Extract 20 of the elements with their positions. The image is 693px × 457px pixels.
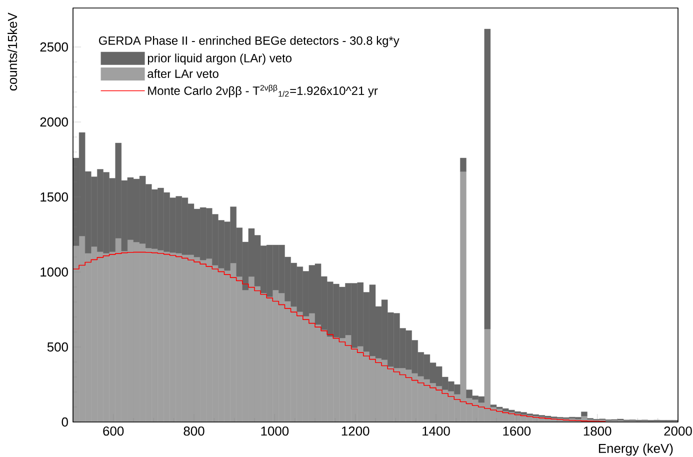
x-tick-label: 600 (103, 426, 124, 436)
x-tick-label: 800 (184, 426, 204, 436)
y-tick-label: 1000 (40, 267, 68, 277)
y-tick-label: 1500 (40, 192, 68, 202)
legend-title: GERDA Phase II - enrinched BEGe detectors - 30.8 kg*y (98, 36, 400, 48)
x-tick-label: 1200 (342, 426, 370, 436)
x-axis-title: Energy (keV) (598, 444, 673, 456)
y-tick-label: 2000 (40, 117, 68, 127)
x-tick-label: 1000 (261, 426, 289, 436)
y-axis-title: counts/15keV (8, 12, 18, 90)
x-tick-label: 1800 (584, 426, 612, 436)
y-tick-label: 0 (62, 417, 68, 427)
y-tick-label: 2500 (40, 42, 68, 52)
legend-label: prior liquid argon (LAr) veto (148, 54, 292, 65)
legend-label: after LAr veto (148, 69, 218, 78)
x-tick-label: 2000 (664, 426, 692, 436)
x-tick-label: 1600 (503, 426, 531, 436)
legend-label: Monte Carlo 2νββ - T$^{2νββ}$$_{1/2}$=1.926x10^21 yr (148, 84, 378, 98)
y-tick-label: 500 (47, 342, 68, 352)
x-tick-label: 1400 (422, 426, 450, 436)
